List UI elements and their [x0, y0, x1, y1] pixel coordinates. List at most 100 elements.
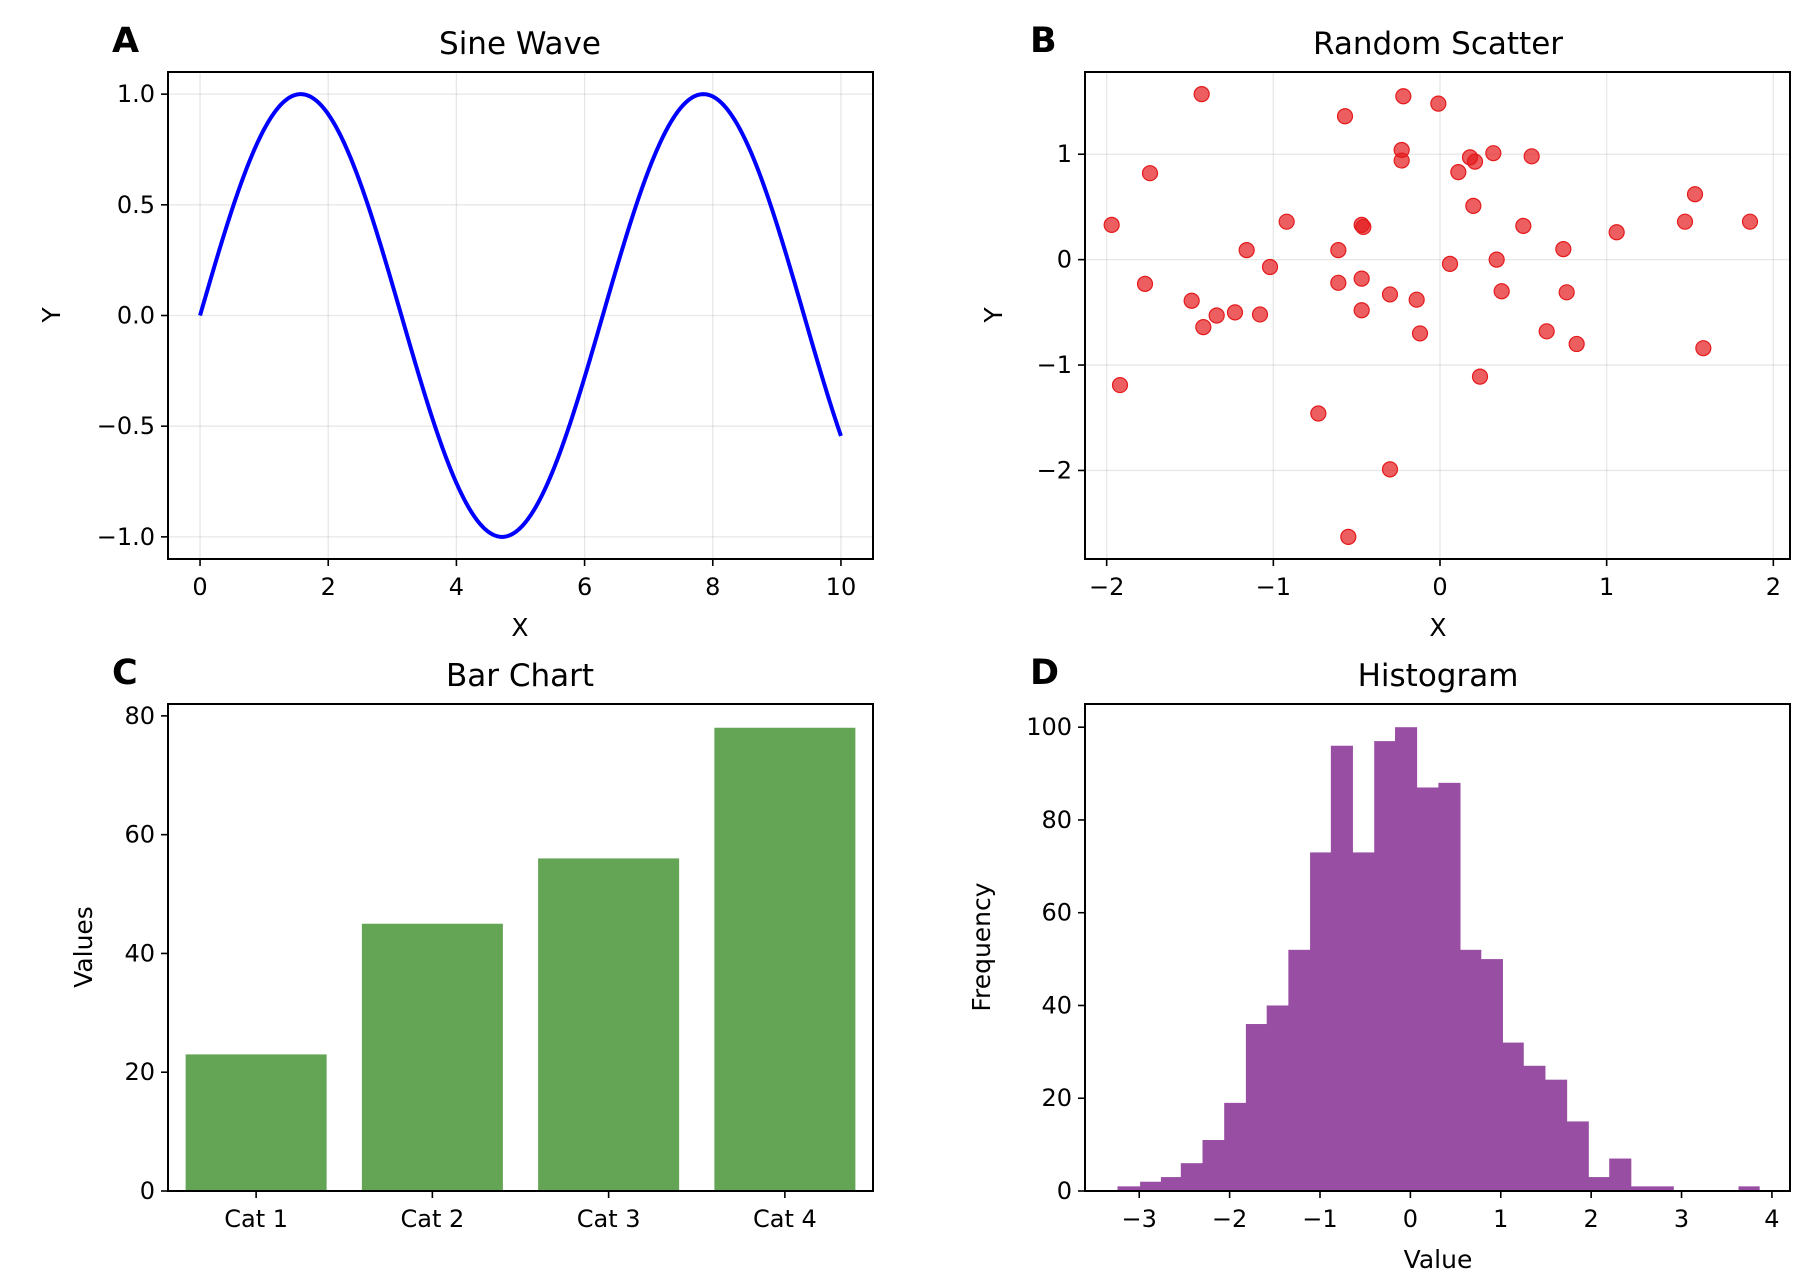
panel-d-histogram-bin-20 — [1523, 1065, 1546, 1191]
panel-d-y-tick-label-2: 80 — [1041, 806, 1072, 834]
panel-d-histogram-bin-17 — [1460, 949, 1482, 1191]
panel-b-scatter-point-40 — [1515, 217, 1532, 235]
panel-b-scatter-point-15 — [1330, 242, 1347, 259]
panel-b-label: B — [1030, 21, 1057, 61]
panel-d-histogram-bin-26 — [1652, 1186, 1674, 1191]
panel-b-scatter-point-20 — [1353, 270, 1370, 287]
panel-a-y-tick-label-3: 0.0 — [117, 302, 155, 330]
panel-d-x-tick-label-4: 0 — [1403, 1205, 1418, 1233]
panel-d-histogram-bin-10 — [1310, 852, 1332, 1191]
panel-d-ticks: −3 −2 −1 0 1 2 3 4 100 80 60 40 20 0 — [1026, 713, 1779, 1233]
panel-b-scatter-point-14 — [1310, 405, 1327, 422]
panel-a-y-tick-label-2: 0.5 — [117, 191, 155, 219]
panel-d-x-tick-label-5: 1 — [1493, 1205, 1508, 1233]
panel-d-x-tick-label-6: 2 — [1584, 1205, 1599, 1233]
panel-c-bar-4 — [714, 727, 856, 1191]
panel-c-y-tick-label-1: 80 — [124, 702, 155, 730]
panel-b-y-tick-label-4: −2 — [1037, 456, 1072, 484]
panel-c-x-tick-label-2: Cat 2 — [400, 1205, 464, 1233]
panel-d-title: Histogram — [1358, 658, 1519, 694]
panel-a-sine-wave: A Sine Wave 0 2 4 6 8 10 1.0 0.5 0.0 −0.5 −1.0 X Y — [37, 21, 874, 642]
panel-a-y-tick-label-1: 1.0 — [117, 80, 155, 108]
panel-b-marks — [1103, 86, 1759, 545]
panel-b-scatter-point-41 — [1523, 148, 1540, 165]
panel-b-scatter-point-16 — [1330, 274, 1347, 291]
panel-c-ticks: Cat 1 Cat 2 Cat 3 Cat 4 80 60 40 20 0 — [124, 702, 816, 1233]
panel-b-scatter-point-35 — [1466, 153, 1484, 170]
panel-b-scatter-point-34 — [1465, 197, 1482, 214]
panel-b-scatter-point-9 — [1226, 304, 1244, 321]
panel-a-y-tick-label-5: −1.0 — [97, 523, 155, 551]
panel-b-scatter-point-5 — [1183, 292, 1200, 309]
panel-b-axes-frame — [1084, 71, 1791, 560]
panel-b-scatter-point-43 — [1555, 240, 1572, 258]
panel-c-bar-1 — [185, 1054, 327, 1191]
panel-d-y-tick-label-3: 60 — [1041, 899, 1072, 927]
panel-c-bar-2 — [361, 923, 503, 1191]
panel-a-x-tick-label-1: 0 — [192, 573, 207, 601]
panel-d-marks — [1117, 727, 1760, 1191]
panel-b-scatter-point-1 — [1103, 216, 1120, 233]
panel-b-scatter-point-28 — [1408, 291, 1425, 308]
panel-b-scatter-point-44 — [1558, 284, 1575, 301]
panel-b-scatter-point-50 — [1741, 213, 1759, 230]
panel-b-scatter-point-8 — [1208, 307, 1225, 324]
panel-b-scatter-point-46 — [1608, 224, 1625, 241]
panel-d-histogram-bin-6 — [1224, 1102, 1247, 1191]
panel-a-x-tick-label-6: 10 — [826, 573, 857, 601]
panel-b-scatter-point-2 — [1111, 376, 1129, 394]
panel-d-histogram-bin-12 — [1352, 852, 1375, 1191]
panel-d-y-axis-label: Frequency — [967, 882, 996, 1011]
panel-a-title: Sine Wave — [439, 26, 601, 62]
panel-b-random-scatter: B Random Scatter −2 −1 0 1 2 1 0 −1 −2 X Y — [979, 21, 1791, 642]
panel-d-histogram: D Histogram −3 −2 −1 0 1 2 3 4 100 80 60 40 20 0 Valu… — [967, 653, 1791, 1274]
panel-d-histogram-bin-19 — [1502, 1042, 1524, 1191]
panel-c-bar-chart: C Bar Chart Cat 1 Cat 2 Cat 3 Cat 4 80 60 40 20… — [69, 653, 874, 1233]
panel-d-histogram-bin-13 — [1374, 741, 1396, 1191]
panel-b-scatter-point-26 — [1393, 152, 1410, 169]
panel-c-y-tick-label-3: 40 — [124, 939, 155, 967]
panel-d-y-tick-label-1: 100 — [1026, 713, 1072, 741]
panel-d-y-tick-label-4: 40 — [1041, 991, 1072, 1019]
panel-d-x-tick-label-1: −3 — [1122, 1205, 1157, 1233]
panel-b-scatter-point-4 — [1141, 165, 1159, 182]
panel-a-x-tick-label-4: 6 — [577, 573, 592, 601]
panel-d-x-axis-label: Value — [1404, 1245, 1473, 1274]
panel-b-ticks: −2 −1 0 1 2 1 0 −1 −2 — [1037, 140, 1781, 601]
panel-d-histogram-bin-18 — [1480, 959, 1503, 1191]
panel-d-histogram-bin-25 — [1630, 1186, 1654, 1191]
panel-d-histogram-bin-11 — [1330, 745, 1353, 1191]
panel-d-histogram-bin-14 — [1395, 727, 1418, 1191]
panel-a-marks — [198, 92, 843, 539]
panel-b-y-tick-label-3: −1 — [1037, 351, 1072, 379]
panel-b-scatter-point-31 — [1441, 255, 1459, 272]
panel-d-histogram-bin-24 — [1609, 1158, 1632, 1191]
panel-c-y-tick-label-4: 20 — [124, 1058, 155, 1086]
panel-b-title: Random Scatter — [1313, 26, 1563, 62]
panel-d-histogram-bin-30 — [1738, 1186, 1760, 1191]
panel-b-scatter-point-21 — [1353, 302, 1370, 319]
panel-b-scatter-point-29 — [1411, 325, 1429, 342]
panel-a-series-line — [198, 92, 843, 539]
panel-b-x-tick-label-4: 1 — [1599, 573, 1614, 601]
panel-c-y-axis-label: Values — [69, 906, 98, 988]
panel-c-x-tick-label-1: Cat 1 — [224, 1205, 288, 1233]
panel-a-x-tick-label-2: 2 — [321, 573, 336, 601]
panel-a-x-axis-label: X — [511, 613, 528, 642]
panel-b-scatter-point-24 — [1381, 461, 1399, 478]
panel-b-scatter-point-32 — [1450, 164, 1467, 181]
panel-c-x-tick-label-4: Cat 4 — [753, 1205, 817, 1233]
panel-c-title: Bar Chart — [446, 658, 594, 694]
panel-a-grid — [168, 72, 873, 559]
panel-b-scatter-point-12 — [1261, 258, 1279, 276]
panel-b-scatter-point-47 — [1676, 213, 1694, 230]
panel-d-x-tick-label-7: 3 — [1674, 1205, 1689, 1233]
panel-c-marks — [185, 727, 856, 1191]
panel-b-scatter-point-13 — [1278, 213, 1295, 230]
panel-d-histogram-bin-23 — [1588, 1177, 1610, 1191]
panel-d-histogram-bin-22 — [1566, 1121, 1589, 1191]
panel-b-scatter-point-48 — [1686, 186, 1704, 203]
panel-b-scatter-point-49 — [1695, 340, 1712, 357]
panel-b-scatter-point-6 — [1193, 86, 1210, 103]
